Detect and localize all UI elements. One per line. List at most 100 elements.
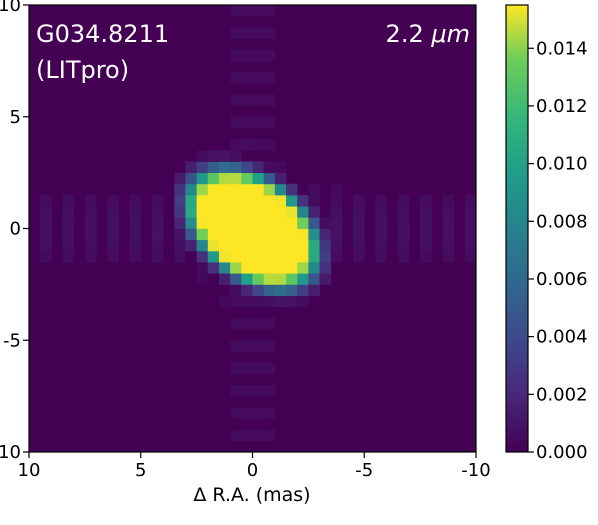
heatmap-cell xyxy=(107,194,119,207)
heatmap-cell xyxy=(263,362,276,375)
heatmap-cell xyxy=(241,407,253,419)
heatmap-cell xyxy=(230,295,242,308)
heatmap-cell xyxy=(274,217,287,229)
heatmap-cell xyxy=(252,362,265,375)
heatmap-cell xyxy=(263,250,276,263)
heatmap-cell xyxy=(107,217,119,229)
heatmap-cell xyxy=(40,250,52,263)
heatmap-cell xyxy=(218,295,231,308)
heatmap-cell xyxy=(353,194,365,207)
heatmap-cell xyxy=(263,27,276,39)
heatmap-cell xyxy=(420,206,432,218)
heatmap-cell xyxy=(263,72,276,84)
heatmap-cell xyxy=(62,194,75,207)
heatmap-cell xyxy=(252,217,265,229)
heatmap-cell xyxy=(84,194,97,207)
heatmap-cell xyxy=(151,217,164,229)
heatmap-cell xyxy=(185,161,198,174)
heatmap-cell xyxy=(241,194,253,207)
heatmap-cell xyxy=(274,228,287,241)
y-tick-label: 10 xyxy=(0,0,21,16)
x-axis-label: Δ R.A. (mas) xyxy=(193,484,310,506)
heatmap-cell xyxy=(241,228,253,241)
heatmap-cell xyxy=(241,384,253,397)
heatmap-cell xyxy=(218,262,231,274)
heatmap-cell xyxy=(274,239,287,252)
heatmap-cell xyxy=(185,206,198,218)
heatmap-cell xyxy=(263,340,276,352)
heatmap-cell xyxy=(464,228,476,241)
heatmap-cell xyxy=(252,273,265,285)
heatmap-cell xyxy=(129,194,142,207)
heatmap-cell xyxy=(397,217,410,229)
heatmap-cell xyxy=(297,239,309,252)
heatmap-cell xyxy=(196,239,209,252)
y-tick-label: 10 xyxy=(0,442,21,463)
heatmap-cell xyxy=(174,217,186,229)
heatmap-cell xyxy=(218,161,231,174)
heatmap-cell xyxy=(107,239,119,252)
heatmap-cell xyxy=(218,150,231,162)
heatmap-cell xyxy=(397,228,410,241)
x-tick-label: -10 xyxy=(461,460,490,481)
heatmap-cell xyxy=(252,5,265,17)
colorbar-tick-label: 0.006 xyxy=(536,269,588,290)
heatmap-cell xyxy=(375,194,388,207)
heatmap-cell xyxy=(230,228,242,241)
heatmap-cell xyxy=(196,161,209,174)
heatmap-cell xyxy=(174,250,186,263)
heatmap-cell xyxy=(308,217,320,229)
heatmap-cell xyxy=(420,217,432,229)
heatmap-cell xyxy=(230,150,242,162)
heatmap-cell xyxy=(241,217,253,229)
heatmap-cell xyxy=(40,239,52,252)
heatmap-cell xyxy=(263,228,276,241)
heatmap-cell xyxy=(241,295,253,308)
heatmap-cell xyxy=(252,239,265,252)
heatmap-cell xyxy=(330,239,343,252)
colorbar-tick-label: 0.012 xyxy=(536,96,588,117)
heatmap-cell xyxy=(40,217,52,229)
heatmap-cell xyxy=(353,206,365,218)
heatmap-cell xyxy=(196,217,209,229)
heatmap-cell xyxy=(241,94,253,106)
heatmap-cell xyxy=(107,250,119,263)
heatmap-cell xyxy=(297,228,309,241)
heatmap-cell xyxy=(40,194,52,207)
heatmap-cell xyxy=(185,183,198,196)
y-tick-label: -5 xyxy=(3,330,21,351)
heatmap-cell xyxy=(263,384,276,397)
heatmap-cell xyxy=(207,239,220,252)
heatmap-cell xyxy=(286,183,298,196)
heatmap-cell xyxy=(286,273,298,285)
heatmap-cell xyxy=(274,284,287,296)
y-axis-ticks: 10 5 0 -5 10 xyxy=(0,0,29,463)
colorbar-tick-label: 0.010 xyxy=(536,154,588,175)
heatmap-cell xyxy=(241,206,253,218)
heatmap-cell xyxy=(196,206,209,218)
heatmap-cell xyxy=(241,250,253,263)
heatmap-cell xyxy=(207,183,220,196)
heatmap-cell xyxy=(263,172,276,185)
heatmap-cell xyxy=(230,183,242,196)
heatmap-cell xyxy=(263,194,276,207)
y-tick-label: 5 xyxy=(10,107,21,128)
heatmap-cell xyxy=(274,183,287,196)
heatmap-cell xyxy=(230,161,242,174)
heatmap-cell xyxy=(442,217,455,229)
heatmap-cell xyxy=(185,217,198,229)
colorbar-frame xyxy=(505,4,529,453)
heatmap-cell xyxy=(230,206,242,218)
heatmap-cell xyxy=(252,429,265,442)
heatmap-cell xyxy=(286,295,298,308)
heatmap-cell xyxy=(230,5,242,17)
heatmap-cell xyxy=(263,206,276,218)
x-tick-label: 10 xyxy=(18,460,41,481)
heatmap-cell xyxy=(230,250,242,263)
heatmap-cell xyxy=(129,206,142,218)
y-tick-label: 0 xyxy=(10,219,21,240)
heatmap-cell xyxy=(230,284,242,296)
heatmap-cell xyxy=(263,217,276,229)
heatmap-cell xyxy=(397,250,410,263)
colorbar-tick-label: 0.004 xyxy=(536,327,588,348)
